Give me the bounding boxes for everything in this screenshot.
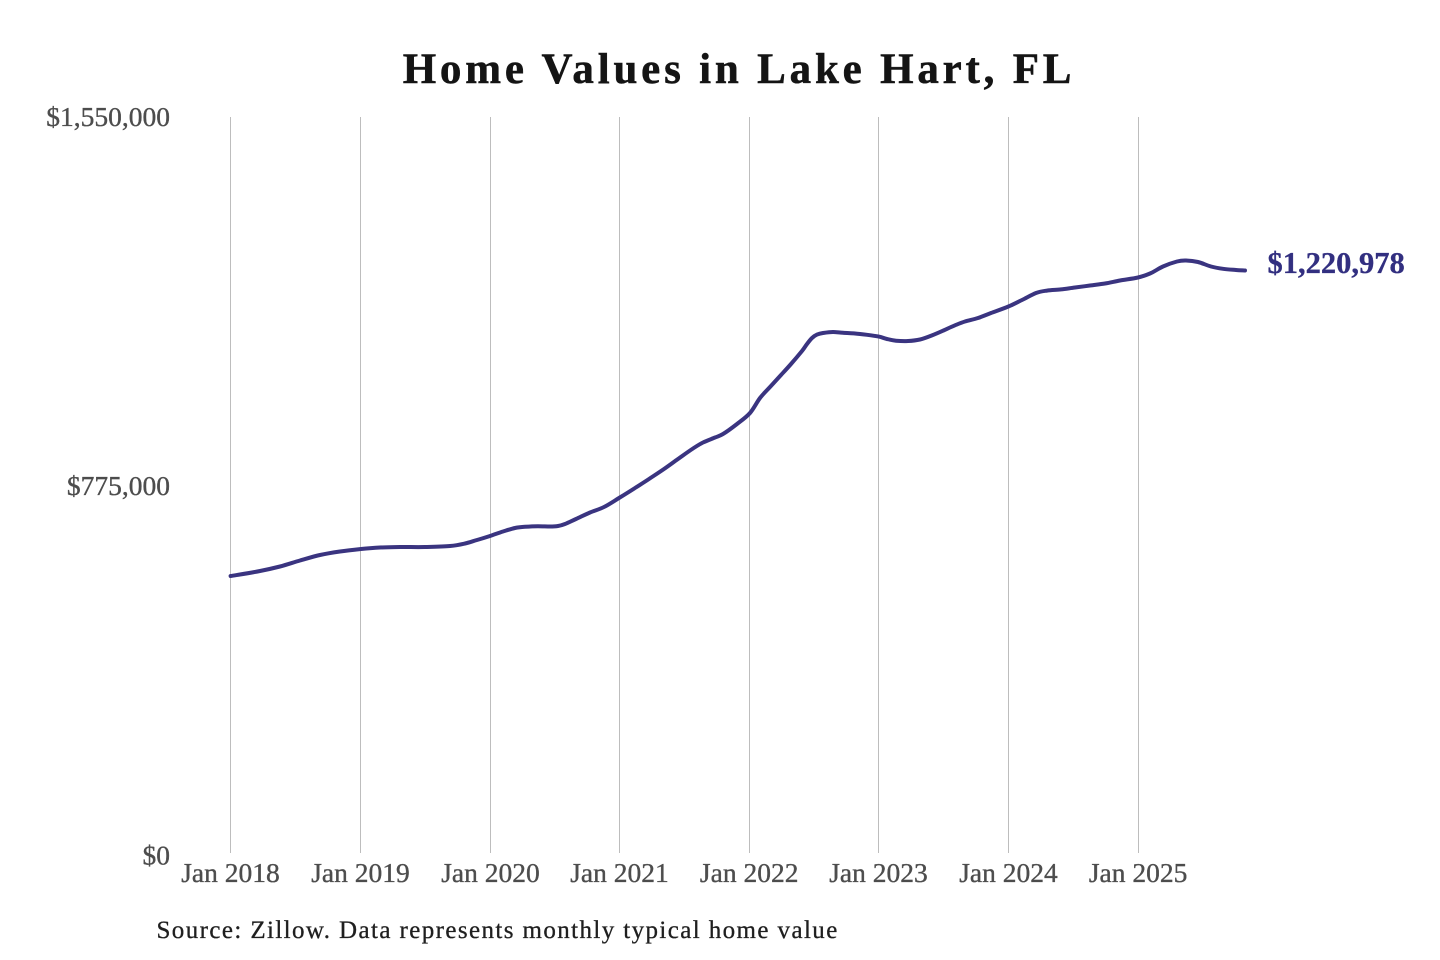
svg-text:Jan 2025: Jan 2025 — [1089, 857, 1188, 888]
svg-text:Jan 2021: Jan 2021 — [570, 857, 669, 888]
svg-text:Source: Zillow. Data represent: Source: Zillow. Data represents monthly … — [157, 917, 839, 944]
svg-text:Jan 2023: Jan 2023 — [829, 857, 928, 888]
svg-text:Home Values in Lake Hart, FL: Home Values in Lake Hart, FL — [403, 46, 1076, 93]
svg-text:Jan 2022: Jan 2022 — [700, 857, 799, 888]
svg-text:$1,550,000: $1,550,000 — [46, 101, 170, 132]
svg-text:$775,000: $775,000 — [67, 470, 170, 501]
svg-text:Jan 2018: Jan 2018 — [181, 857, 280, 888]
svg-text:Jan 2020: Jan 2020 — [441, 857, 540, 888]
svg-text:Jan 2024: Jan 2024 — [959, 857, 1058, 888]
svg-text:$1,220,978: $1,220,978 — [1268, 246, 1405, 280]
svg-text:Jan 2019: Jan 2019 — [311, 857, 410, 888]
svg-text:$0: $0 — [143, 840, 171, 871]
